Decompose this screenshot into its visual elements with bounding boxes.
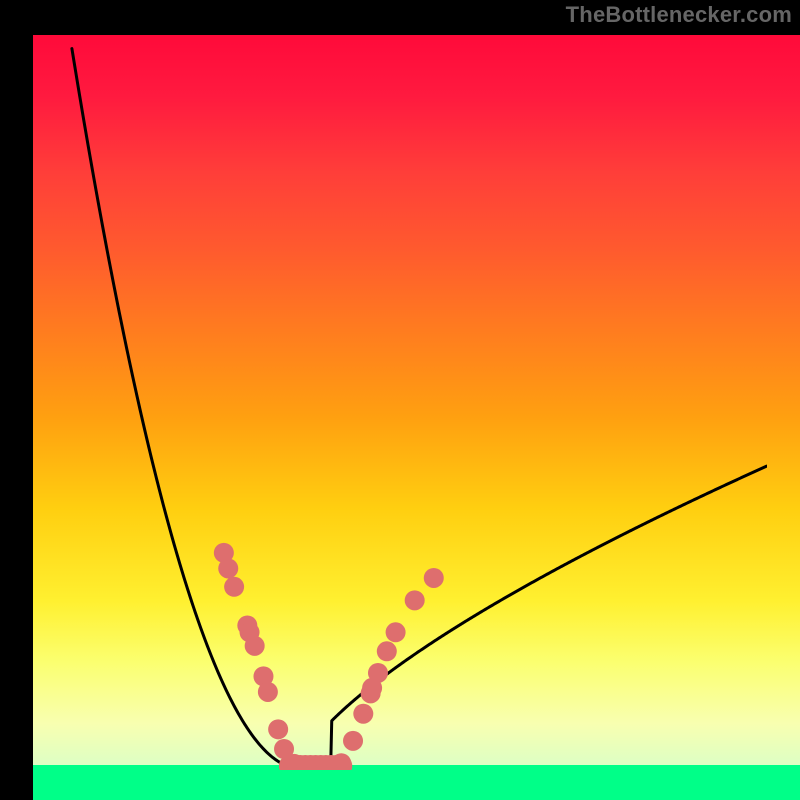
chart-stage: TheBottlenecker.com [0, 0, 800, 800]
data-marker [218, 558, 238, 578]
data-marker [377, 641, 397, 661]
gradient-background [33, 35, 800, 800]
data-marker [224, 577, 244, 597]
chart-svg [0, 0, 800, 800]
data-marker [245, 636, 265, 656]
data-marker [353, 704, 373, 724]
data-marker [343, 731, 363, 751]
data-marker [424, 568, 444, 588]
data-marker [268, 719, 288, 739]
data-marker [405, 590, 425, 610]
data-marker [368, 663, 388, 683]
data-marker [386, 622, 406, 642]
data-marker [258, 682, 278, 702]
ground-band [33, 765, 800, 800]
